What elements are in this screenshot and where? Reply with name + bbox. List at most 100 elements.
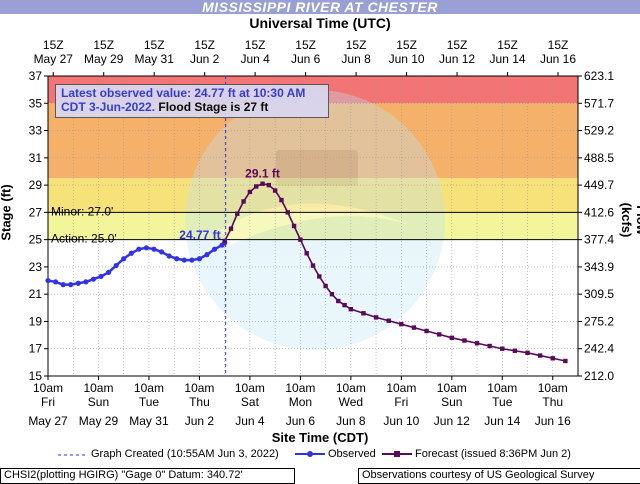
top-tick-hour: 15Z	[93, 38, 114, 52]
forecast-point	[291, 223, 297, 229]
y2-tick-label: 449.7	[584, 178, 614, 192]
band-action	[48, 212, 578, 240]
observed-point	[189, 257, 195, 263]
observed-point	[105, 269, 112, 275]
forecast-peak-label: 29.1 ft	[245, 167, 280, 181]
bottom-tick-dow: Wed	[339, 395, 363, 409]
observed-point	[151, 246, 157, 252]
y2-tick-label: 412.6	[584, 205, 614, 219]
bottom-tick-date: Jun 14	[484, 414, 520, 428]
y-tick-label: 15	[29, 369, 43, 383]
y-tick-label: 37	[29, 69, 43, 83]
forecast-point	[254, 184, 259, 189]
legend-observed: Observed	[328, 448, 376, 460]
bottom-tick-time: 10am	[437, 381, 467, 395]
flood-stage-text: Flood Stage is 27 ft	[155, 100, 269, 114]
forecast-point	[228, 226, 234, 231]
forecast-point	[336, 298, 341, 304]
utc-axis-title: Universal Time (UTC)	[249, 15, 391, 31]
forecast-point	[411, 325, 417, 330]
forecast-point	[449, 335, 455, 341]
threshold-label: Action: 25.0'	[51, 232, 117, 246]
forecast-point	[436, 332, 442, 337]
bottom-tick-time: 10am	[285, 381, 315, 395]
observed-point	[211, 246, 218, 252]
top-tick-hour: 15Z	[396, 38, 417, 52]
observed-point	[128, 250, 134, 256]
bottom-tick-dow: Thu	[542, 395, 563, 409]
top-tick-hour: 15Z	[295, 38, 316, 52]
top-tick-date: Jun 16	[540, 52, 576, 66]
y2-tick-label: 377.4	[584, 233, 614, 247]
noaa-watermark	[185, 90, 445, 350]
forecast-point	[500, 346, 505, 351]
forecast-point	[272, 188, 278, 193]
bottom-tick-dow: Mon	[289, 395, 312, 409]
site-axis-title: Site Time (CDT)	[271, 430, 369, 445]
top-tick-hour: 15Z	[194, 38, 215, 52]
top-tick-date: Jun 10	[389, 52, 425, 66]
y2-tick-label: 343.9	[584, 260, 614, 274]
y-tick-label: 17	[29, 342, 43, 356]
top-tick-date: Jun 2	[190, 52, 220, 66]
bottom-tick-time: 10am	[83, 381, 113, 395]
top-tick-hour: 15Z	[497, 38, 518, 52]
chart-title: MISSISSIPPI RIVER AT CHESTER	[0, 0, 640, 14]
legend-forecast: Forecast (issued 8:36PM Jun 2)	[415, 448, 571, 460]
watermark-gull	[220, 203, 410, 245]
top-tick-date: Jun 6	[291, 52, 321, 66]
y-tick-label: 19	[29, 314, 43, 328]
legend-graph-created: Graph Created (10:55AM Jun 3, 2022)	[91, 448, 279, 460]
bottom-tick-time: 10am	[386, 381, 416, 395]
y2-tick-label: 242.4	[584, 342, 614, 356]
observed-point	[136, 246, 142, 252]
bottom-tick-date: Jun 16	[535, 414, 571, 428]
y-tick-label: 29	[29, 178, 43, 192]
y2-tick-label: 571.7	[584, 96, 614, 110]
bottom-tick-date: May 29	[79, 414, 119, 428]
forecast-point	[373, 315, 379, 320]
top-tick-hour: 15Z	[447, 38, 468, 52]
forecast-point	[323, 283, 328, 289]
y-tick-label: 25	[29, 233, 43, 247]
forecast-point	[525, 350, 530, 356]
observed-point	[52, 279, 59, 285]
forecast-point	[474, 341, 480, 346]
forecast-point	[279, 197, 284, 203]
bottom-tick-time: 10am	[487, 381, 517, 395]
observed-point	[143, 245, 150, 251]
bottom-tick-time: 10am	[134, 381, 164, 395]
forecast-point	[304, 251, 309, 256]
footer-datum: CHSI2(plotting HGIRG) "Gage 0" Datum: 34…	[0, 468, 295, 484]
forecast-point	[222, 238, 227, 244]
top-tick-date: May 31	[135, 52, 175, 66]
y-axis-label-stage: Stage (ft)	[0, 184, 14, 241]
top-tick-hour: 15Z	[144, 38, 165, 52]
top-tick-date: Jun 14	[490, 52, 526, 66]
y-tick-label: 23	[29, 260, 43, 274]
y2-tick-label: 275.2	[584, 314, 614, 328]
bottom-tick-time: 10am	[33, 381, 63, 395]
observed-point	[158, 249, 165, 255]
bottom-tick-date: Jun 2	[185, 414, 215, 428]
forecast-point	[285, 210, 290, 215]
forecast-point	[247, 189, 253, 195]
legend-observed-swatch	[295, 451, 325, 457]
forecast-point	[361, 311, 366, 316]
y-tick-label: 27	[29, 205, 43, 219]
bottom-tick-time: 10am	[235, 381, 265, 395]
forecast-point	[386, 318, 391, 323]
legend-graph-created-swatch	[58, 454, 88, 456]
forecast-point	[550, 356, 555, 361]
watermark-disc	[185, 90, 445, 350]
observed-point	[98, 273, 104, 280]
forecast-point	[348, 306, 354, 312]
y-tick-label: 21	[29, 287, 43, 301]
bottom-tick-dow: Sat	[241, 395, 260, 409]
observed-point	[174, 256, 180, 262]
watermark-noaa-letters	[276, 150, 358, 186]
bottom-tick-date: May 31	[129, 414, 169, 428]
bottom-tick-date: Jun 8	[336, 414, 366, 428]
y-tick-label: 35	[29, 96, 43, 110]
